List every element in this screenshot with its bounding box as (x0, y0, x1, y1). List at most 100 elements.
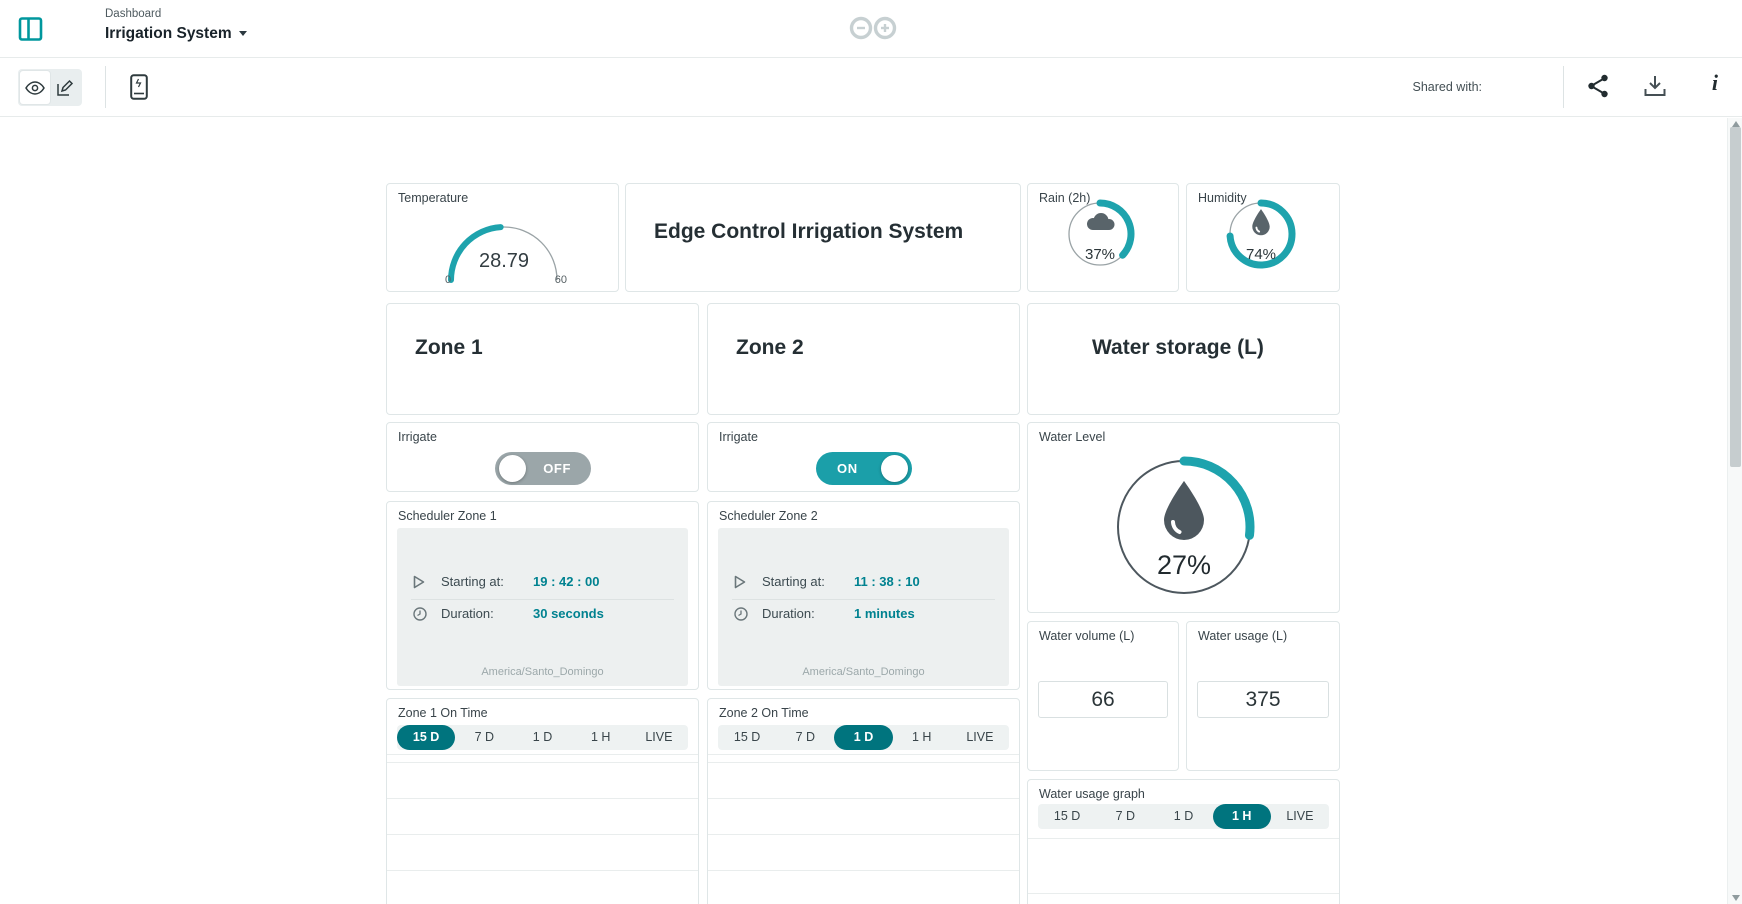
zone1-ontime-range-selector: 15 D 7 D 1 D 1 H LIVE (397, 725, 688, 750)
widget-title: Temperature (398, 191, 469, 205)
range-option-live[interactable]: LIVE (966, 730, 994, 744)
range-option-15d[interactable]: 15 D (397, 725, 456, 750)
widget-title: Humidity (1198, 191, 1247, 205)
chevron-down-icon (238, 31, 247, 36)
duration-row: Duration: 30 seconds (411, 604, 674, 626)
row-divider (732, 599, 995, 600)
irrigate-zone1-widget: Irrigate OFF (386, 422, 699, 492)
widget-title: Scheduler Zone 1 (398, 509, 497, 523)
widget-title: Water usage (L) (1198, 629, 1288, 643)
widget-title: Rain (2h) (1039, 191, 1091, 205)
range-option-15d[interactable]: 15 D (733, 730, 761, 744)
rain-value: 37% (1084, 246, 1116, 263)
range-option-live[interactable]: LIVE (1286, 809, 1314, 823)
water-level-widget: Water Level 27% (1027, 422, 1340, 613)
widget-title: Water Level (1039, 430, 1106, 444)
water-level-gauge: 27% (1104, 447, 1264, 607)
toggle-knob (499, 455, 526, 482)
humidity-gauge: 74% (1221, 194, 1301, 274)
irrigate-zone2-widget: Irrigate ON (707, 422, 1020, 492)
water-usage-chart (1028, 830, 1339, 904)
irrigate-zone1-toggle[interactable]: OFF (495, 452, 591, 485)
download-button[interactable] (1643, 74, 1667, 103)
starting-at-label: Starting at: (441, 574, 504, 589)
scheduler-panel: Starting at: 11 : 38 : 10 Duration: 1 mi… (718, 528, 1009, 686)
gauge-max-label: 60 (554, 274, 567, 286)
dashboard-title: Irrigation System (105, 25, 232, 42)
water-storage-title: Water storage (L) (1092, 336, 1264, 359)
view-mode-button[interactable] (20, 71, 50, 104)
widget-title: Irrigate (398, 430, 437, 444)
row-divider (411, 599, 674, 600)
water-usage-range-selector: 15 D 7 D 1 D 1 H LIVE (1038, 804, 1329, 829)
banner-widget: Edge Control Irrigation System (625, 183, 1021, 292)
temperature-widget: Temperature 28.79 0 60 (386, 183, 619, 292)
water-volume-widget: Water volume (L) 66 (1027, 621, 1179, 771)
duration-value: 1 minutes (854, 606, 915, 621)
play-icon (413, 575, 425, 594)
range-option-7d[interactable]: 7 D (795, 730, 816, 744)
toggle-state-label: OFF (543, 461, 571, 476)
widget-title: Water volume (L) (1039, 629, 1135, 643)
scrollbar-down-icon[interactable] (1732, 895, 1740, 901)
zone1-title: Zone 1 (415, 336, 483, 359)
range-option-1d[interactable]: 1 D (532, 730, 553, 744)
mobile-preview-button[interactable] (130, 74, 148, 105)
vertical-scrollbar[interactable] (1727, 118, 1742, 904)
panel-icon (18, 17, 43, 41)
rain-widget: Rain (2h) 37% (1027, 183, 1179, 292)
scrollbar-thumb[interactable] (1730, 127, 1741, 467)
scheduler-panel: Starting at: 19 : 42 : 00 Duration: 30 s… (397, 528, 688, 686)
duration-value: 30 seconds (533, 606, 604, 621)
water-usage-value[interactable]: 375 (1197, 681, 1329, 718)
rain-gauge: 37% (1060, 194, 1140, 274)
starting-at-row: Starting at: 19 : 42 : 00 (411, 572, 674, 594)
water-volume-value[interactable]: 66 (1038, 681, 1168, 718)
range-option-live[interactable]: LIVE (645, 730, 673, 744)
clock-icon (734, 607, 748, 626)
sidebar-toggle-icon[interactable] (17, 15, 45, 43)
scrollbar-up-icon[interactable] (1732, 121, 1740, 127)
water-usage-widget: Water usage (L) 375 (1186, 621, 1340, 771)
widget-title: Water usage graph (1039, 787, 1145, 801)
temperature-gauge: 28.79 0 60 (429, 202, 579, 290)
share-icon (1588, 74, 1608, 98)
widget-title: Scheduler Zone 2 (719, 509, 818, 523)
starting-at-row: Starting at: 11 : 38 : 10 (732, 572, 995, 594)
starting-at-value: 19 : 42 : 00 (533, 574, 600, 589)
play-icon (734, 575, 746, 594)
arduino-logo-icon (845, 12, 901, 49)
range-option-1d[interactable]: 1 D (1173, 809, 1194, 823)
range-option-7d[interactable]: 7 D (474, 730, 495, 744)
irrigate-zone2-toggle[interactable]: ON (816, 452, 912, 485)
range-option-15d[interactable]: 15 D (1053, 809, 1081, 823)
water-storage-header-widget: Water storage (L) (1027, 303, 1340, 415)
app-header: Dashboard Irrigation System (0, 0, 1742, 58)
edit-mode-button[interactable] (50, 71, 80, 104)
duration-row: Duration: 1 minutes (732, 604, 995, 626)
water-drop-icon (1250, 208, 1272, 241)
range-option-7d[interactable]: 7 D (1115, 809, 1136, 823)
banner-title: Edge Control Irrigation System (654, 220, 964, 243)
range-option-1d[interactable]: 1 D (834, 725, 893, 750)
range-option-1h[interactable]: 1 H (1212, 804, 1271, 829)
water-drop-icon (1159, 479, 1209, 546)
zone2-title: Zone 2 (736, 336, 804, 359)
duration-label: Duration: (762, 606, 815, 621)
range-option-1h[interactable]: 1 H (590, 730, 611, 744)
scheduler-zone1-widget: Scheduler Zone 1 Starting at: 19 : 42 : … (386, 501, 699, 690)
info-button[interactable]: i (1711, 70, 1718, 95)
zone1-ontime-widget: Zone 1 On Time 15 D 7 D 1 D 1 H LIVE (386, 698, 699, 904)
toggle-state-label: ON (837, 461, 858, 476)
dashboard-toolbar: Shared with: i (0, 58, 1742, 117)
widget-title: Zone 2 On Time (719, 706, 809, 720)
range-option-1h[interactable]: 1 H (911, 730, 932, 744)
download-icon (1644, 76, 1666, 96)
starting-at-label: Starting at: (762, 574, 825, 589)
gauge-min-label: 0 (445, 274, 452, 286)
duration-label: Duration: (441, 606, 494, 621)
dashboard-title-dropdown[interactable]: Irrigation System (105, 25, 247, 43)
widget-title: Irrigate (719, 430, 758, 444)
share-button[interactable] (1587, 74, 1609, 103)
zone2-ontime-range-selector: 15 D 7 D 1 D 1 H LIVE (718, 725, 1009, 750)
